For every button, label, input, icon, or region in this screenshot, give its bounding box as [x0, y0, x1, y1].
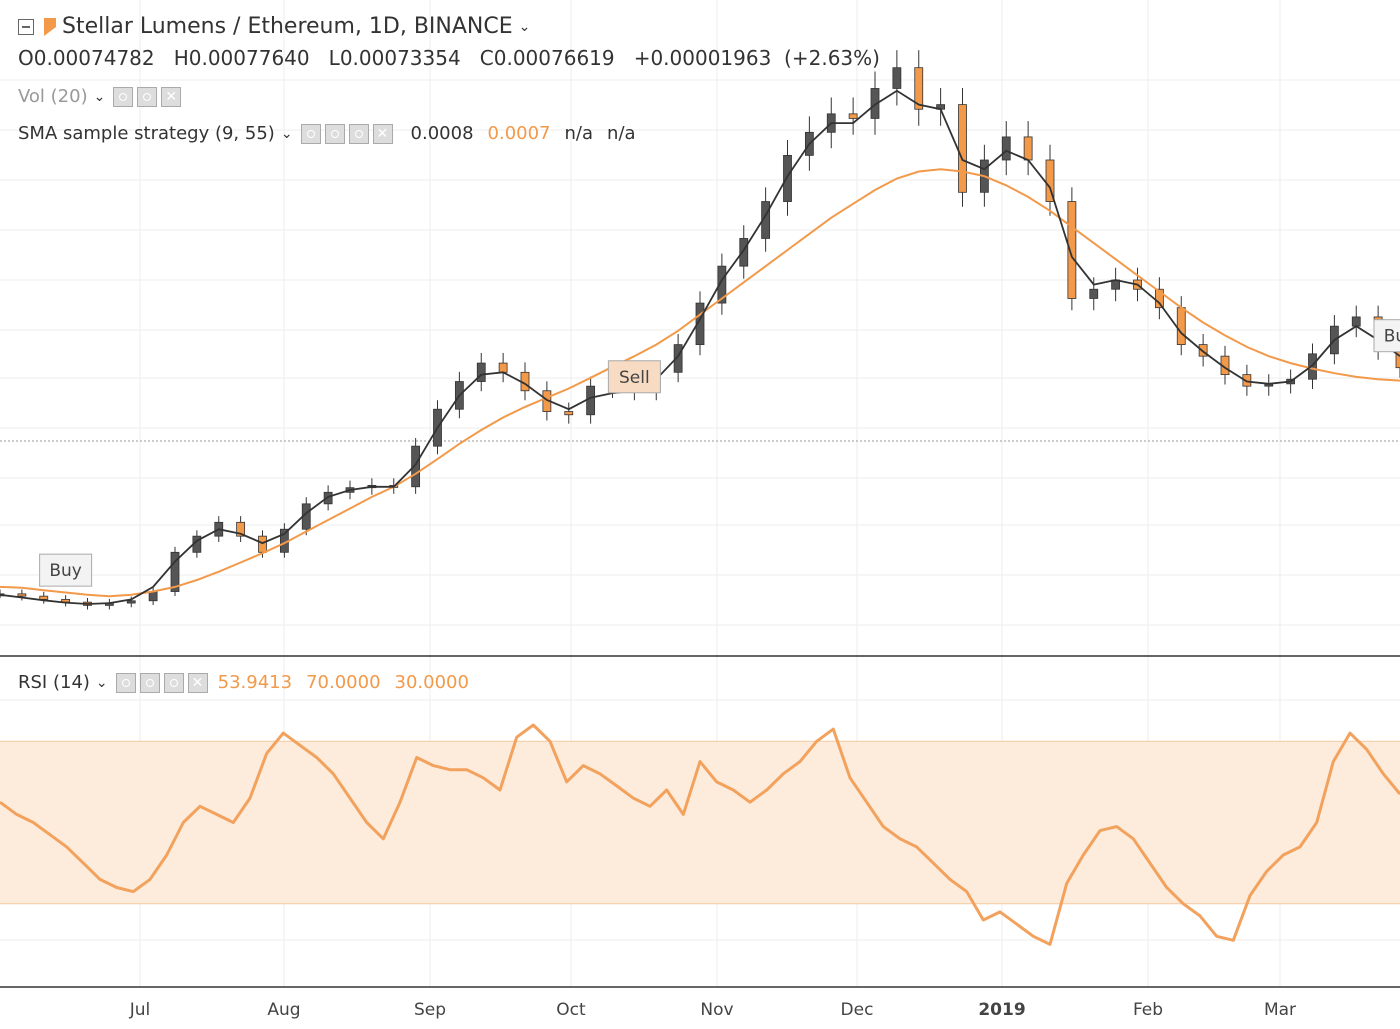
candle-body: [476, 362, 486, 382]
ohlc-values: O0.00074782 H0.00077640 L0.00073354 C0.0…: [18, 46, 880, 70]
rsi-lower-value: 30.0000: [394, 672, 469, 693]
candle-body: [914, 67, 924, 110]
candle-body: [717, 265, 727, 304]
chevron-down-icon[interactable]: ⌄: [518, 18, 531, 35]
signal-label: Buy: [1384, 327, 1400, 347]
candle-body: [1154, 288, 1164, 309]
candle-body: [1045, 159, 1055, 202]
rsi-line: [0, 723, 1400, 946]
candle-body: [1308, 353, 1317, 380]
x-tick-label: Oct: [556, 1000, 586, 1020]
candle-body: [126, 600, 136, 604]
settings-icon[interactable]: [139, 672, 160, 693]
candle-body: [236, 521, 246, 537]
candle-body: [39, 595, 49, 600]
chevron-down-icon[interactable]: ⌄: [93, 88, 106, 105]
vol-label[interactable]: Vol (20): [18, 86, 88, 107]
signal-label: Sell: [619, 368, 650, 388]
signal-sell-1: Sell: [607, 360, 661, 394]
x-tick-label: 2019: [978, 1000, 1025, 1020]
candle-body: [1242, 374, 1252, 387]
candle-body: [1351, 316, 1361, 327]
rsi-legend: RSI (14) ⌄ 53.9413 70.0000 30.0000: [18, 672, 469, 693]
close-icon[interactable]: [187, 672, 208, 693]
candle-body: [695, 302, 705, 346]
eye-icon[interactable]: [115, 672, 136, 693]
close-icon[interactable]: [372, 123, 393, 144]
source-code-icon[interactable]: [163, 672, 184, 693]
x-tick-label: Jul: [129, 1000, 151, 1020]
candle-body: [848, 113, 858, 119]
symbol-header: Stellar Lumens / Ethereum, 1D, BINANCE ⌄: [18, 14, 538, 39]
candle-body: [17, 593, 27, 597]
settings-icon[interactable]: [324, 123, 345, 144]
candle-body: [586, 385, 596, 416]
candle-body: [170, 551, 180, 592]
candle-body: [892, 67, 902, 89]
x-tick-label: Aug: [267, 1000, 300, 1020]
x-tick-label: Nov: [700, 1000, 733, 1020]
chevron-down-icon[interactable]: ⌄: [280, 125, 293, 142]
hide-icon[interactable]: [113, 86, 134, 107]
sma-label[interactable]: SMA sample strategy (9, 55): [18, 123, 275, 144]
eye-icon[interactable]: [300, 123, 321, 144]
rsi-upper-value: 70.0000: [306, 672, 381, 693]
x-tick-label: Dec: [841, 1000, 874, 1020]
flag-icon: [44, 17, 56, 36]
time-axis[interactable]: Jul Aug Sep Oct Nov Dec 2019 Feb Mar: [129, 1000, 1296, 1020]
sma-fast-line: [0, 89, 1400, 605]
close-icon[interactable]: [161, 86, 182, 107]
chevron-down-icon[interactable]: ⌄: [95, 674, 108, 691]
candle-body: [1067, 201, 1077, 299]
sma-legend: SMA sample strategy (9, 55) ⌄ 0.0008 0.0…: [18, 123, 636, 144]
candle-body: [1176, 307, 1186, 346]
collapse-icon[interactable]: [18, 18, 34, 35]
x-tick-label: Sep: [414, 1000, 446, 1020]
candle-body: [1395, 348, 1400, 369]
candle-body: [761, 201, 771, 239]
candle-body: [411, 445, 421, 488]
sma-value-3: n/a: [564, 123, 594, 144]
signal-label: Buy: [49, 561, 82, 581]
symbol-title[interactable]: Stellar Lumens / Ethereum, 1D, BINANCE: [62, 14, 513, 39]
candle-body: [958, 104, 967, 193]
vol-legend: Vol (20) ⌄: [18, 86, 185, 107]
rsi-label[interactable]: RSI (14): [18, 672, 90, 693]
x-tick-label: Mar: [1264, 1000, 1296, 1020]
candle-body: [783, 154, 792, 202]
candle-body: [1089, 288, 1099, 299]
ohlc-row: O0.00074782 H0.00077640 L0.00073354 C0.0…: [18, 46, 880, 70]
candle-body: [1001, 136, 1011, 161]
rsi-value: 53.9413: [217, 672, 293, 693]
signal-markers: Buy Sell Buy: [39, 319, 1400, 587]
candle-body: [673, 344, 683, 373]
signal-box: [39, 553, 93, 587]
sma-value-4: n/a: [607, 123, 636, 144]
candle-body: [498, 362, 508, 373]
candle-body: [1023, 136, 1033, 161]
settings-icon[interactable]: [137, 86, 158, 107]
candle-body: [739, 238, 749, 267]
candle-body: [564, 411, 574, 416]
signal-box: [607, 360, 661, 394]
source-code-icon[interactable]: [348, 123, 369, 144]
signal-buy-0: Buy: [39, 553, 93, 587]
candle-body: [870, 88, 880, 119]
sma-value-1: 0.0008: [410, 123, 474, 144]
candle-body: [323, 491, 333, 505]
signal-buy-2: Buy: [1373, 319, 1400, 353]
candle-body: [258, 535, 267, 553]
sma-slow-line: [0, 168, 1400, 598]
x-tick-label: Feb: [1133, 1000, 1163, 1020]
signal-box: [1373, 319, 1400, 353]
sma-value-2: 0.0007: [487, 123, 551, 144]
